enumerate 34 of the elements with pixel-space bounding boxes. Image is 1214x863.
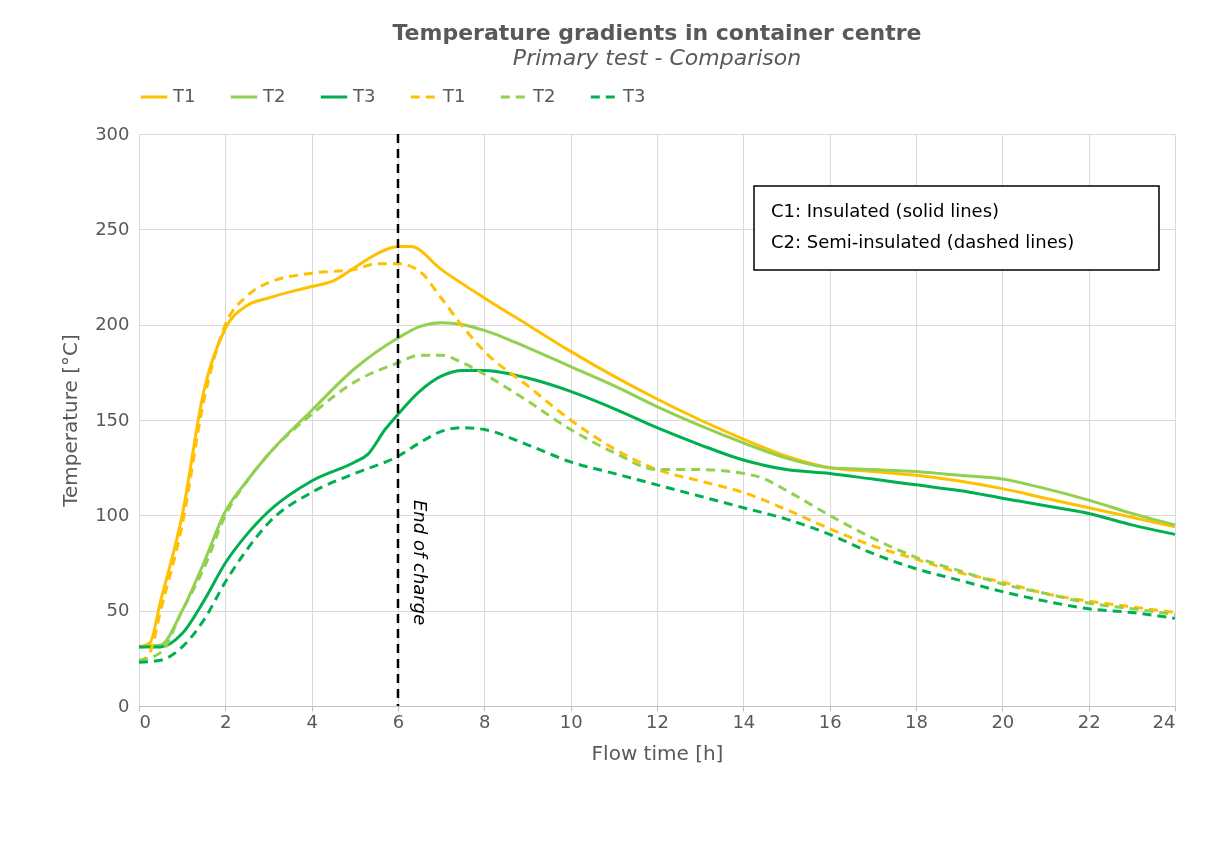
legend-label: T2 [262, 85, 286, 106]
x-tick-label: 12 [646, 710, 669, 732]
legend-label: T3 [352, 85, 376, 106]
chart-title: Temperature gradients in container centre [392, 20, 922, 45]
y-tick-label: 0 [118, 694, 130, 716]
legend-label: T2 [532, 85, 556, 106]
x-tick-label: 22 [1077, 710, 1101, 732]
y-tick-label: 50 [106, 599, 130, 621]
y-tick-label: 150 [95, 408, 130, 430]
annotation: C1: Insulated (solid lines) [771, 200, 1000, 221]
legend-label: T1 [172, 85, 196, 106]
x-tick-label: 2 [220, 710, 232, 732]
x-tick-label: 24 [1152, 710, 1176, 732]
x-tick-label: 6 [392, 710, 405, 732]
x-tick-label: 0 [139, 710, 151, 732]
x-tick-label: 18 [905, 710, 928, 732]
x-tick-label: 20 [991, 710, 1015, 732]
line-series [137, 426, 1177, 664]
chart-subtitle: Primary test - Comparison [512, 45, 802, 70]
x-axis-title: Flow time [h] [591, 740, 724, 765]
y-tick-label: 250 [95, 217, 130, 239]
legend-label: T3 [622, 85, 646, 106]
x-tick-label: 14 [732, 710, 756, 732]
y-tick-label: 100 [95, 503, 130, 525]
legend-label: T1 [442, 85, 466, 106]
x-tick-label: 10 [559, 710, 583, 732]
x-tick-label: 4 [306, 710, 318, 732]
y-tick-label: 300 [95, 122, 130, 144]
ref-line-label: End of charge [410, 500, 431, 626]
y-axis-title: Temperature [°C] [58, 334, 83, 508]
y-tick-label: 200 [95, 313, 130, 335]
annotation: C2: Semi-insulated (dashed lines) [771, 231, 1075, 252]
x-tick-label: 16 [818, 710, 842, 732]
x-tick-label: 8 [479, 710, 491, 732]
